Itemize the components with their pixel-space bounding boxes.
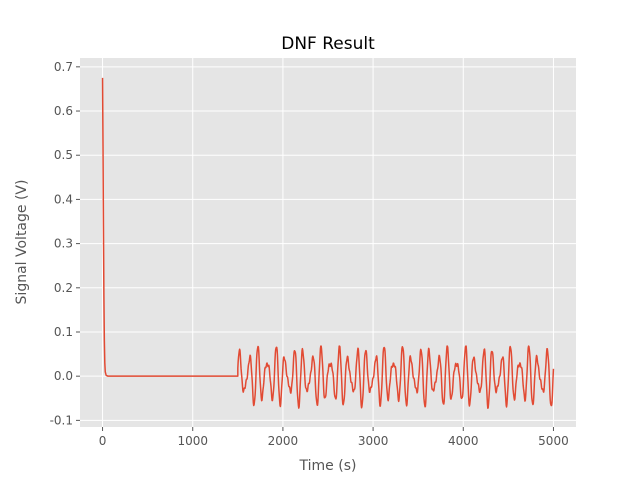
x-tick-label: 3000 [358,434,389,448]
x-tick-label: 5000 [538,434,569,448]
x-tick-label: 2000 [268,434,299,448]
y-tick-label: 0.2 [54,281,73,295]
series-line [101,77,555,409]
y-tick-label: 0.5 [54,148,73,162]
y-tick-label: -0.1 [50,413,73,427]
y-tick-label: 0.6 [54,104,73,118]
y-tick-label: 0.1 [54,325,73,339]
x-tick-label: 4000 [448,434,479,448]
x-tick-label: 1000 [177,434,208,448]
y-tick-label: 0.4 [54,192,73,206]
series-layer [101,77,555,409]
y-tick-label: 0.3 [54,237,73,251]
x-tick-label: 0 [99,434,107,448]
y-tick-label: 0.0 [54,369,73,383]
tick-layer: 0 1000 2000 3000 4000 5000 -0.1 0.0 0.1 0.2 0.3 0.4… [50,60,569,448]
y-axis-label: Signal Voltage (V) [14,180,30,305]
y-tick-label: 0.7 [54,60,73,74]
x-axis-label: Time (s) [299,458,357,474]
chart-title: DNF Result [281,34,375,54]
